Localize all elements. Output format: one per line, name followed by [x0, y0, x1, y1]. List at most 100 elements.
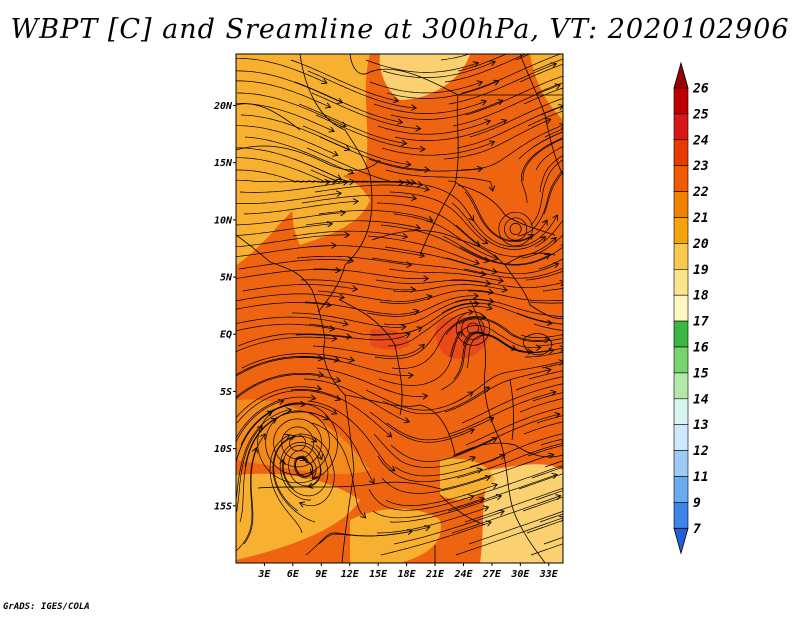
cyclonic-swirl-southwest-ring [257, 402, 338, 484]
streamline-127 [295, 334, 409, 341]
streamline-49 [443, 120, 550, 160]
streamline-22 [298, 103, 406, 144]
streamline-215 [539, 513, 563, 523]
streamline-28 [390, 101, 502, 120]
wbpt-hot-core [435, 316, 490, 359]
streamline-108 [392, 284, 506, 292]
streamline-65 [539, 155, 563, 193]
swirl-northeast-ring [509, 223, 522, 235]
streamline-63 [389, 191, 487, 243]
lat-tick-label: 5N [220, 273, 233, 284]
convergence-east-equator-ring [461, 316, 485, 341]
streamline-179 [465, 406, 563, 446]
chad-sudan-border [419, 94, 459, 256]
wbpt-pale-north [379, 54, 470, 100]
streamline-8 [382, 62, 494, 78]
colorbar-segment [673, 139, 689, 167]
colorbar-label: 20 [692, 237, 709, 252]
streamline-33 [377, 121, 489, 135]
streamline-174 [448, 392, 555, 435]
streamline-18 [386, 81, 498, 99]
streamline-95 [521, 234, 563, 259]
streamline-212 [272, 436, 316, 523]
lake-victoria-outline [522, 333, 553, 356]
streamline-2 [290, 59, 397, 101]
longitude-axis: 3E 6E 9E 12E 15E 18E 21E 24E 27E 30E 33E [257, 563, 559, 580]
streamline-164 [444, 370, 550, 413]
streamline-111 [236, 293, 343, 302]
colorbar-label: 17 [693, 315, 709, 330]
streamline-213 [389, 496, 500, 523]
colorbar-segment [673, 268, 689, 296]
wbpt-pale-southeast [480, 464, 563, 563]
streamline-55 [535, 146, 563, 171]
colorbar-segment [673, 217, 689, 244]
streamline-130 [520, 334, 563, 338]
streamline-82 [292, 230, 406, 237]
mali-border [236, 103, 301, 131]
streamline-134 [462, 331, 563, 353]
streamline-96 [238, 260, 352, 270]
colorbar-label: 23 [692, 159, 709, 174]
streamline-94 [446, 257, 558, 275]
colorbar-label: 21 [692, 211, 709, 226]
convergence-east-equator-ring [467, 322, 479, 335]
streamline-84 [442, 235, 549, 265]
streamline-46 [236, 157, 329, 182]
streamline-23 [373, 101, 485, 114]
streamline-42 [306, 147, 414, 183]
colorbar-segment [673, 87, 689, 115]
streamline-181 [236, 397, 315, 439]
streamline-100 [538, 258, 563, 270]
cyclonic-swirl-southwest-ring [273, 418, 322, 468]
streamline-123 [383, 300, 493, 326]
streamline-223 [393, 512, 503, 545]
streamline-6 [236, 70, 342, 102]
streamline-228 [380, 522, 490, 556]
lat-tick-label: 10S [214, 444, 232, 455]
streamline-4 [440, 54, 471, 61]
streamline-88 [384, 246, 496, 272]
colorbar-label: 15 [693, 366, 709, 381]
streamline-97 [314, 268, 427, 279]
streamline-150 [528, 370, 563, 380]
streamline-15 [519, 63, 563, 83]
streamline-80 [530, 159, 563, 226]
streamline-83 [367, 235, 478, 263]
streamline-78 [380, 224, 488, 261]
streamline-12 [294, 81, 401, 122]
streamline-204 [460, 465, 563, 501]
streamline-105 [525, 270, 563, 281]
streamline-169 [461, 383, 563, 424]
streamline-34 [452, 85, 559, 127]
lon-tick-label: 33E [539, 569, 559, 580]
streamline-62 [314, 184, 428, 193]
colorbar-segment [673, 372, 689, 400]
angola-namibia-border [257, 481, 446, 491]
streamline-229 [455, 518, 563, 556]
streamline-61 [239, 182, 353, 193]
streamline-195 [531, 466, 563, 479]
streamline-183 [377, 455, 481, 483]
lat-tick-label: 15N [214, 158, 233, 169]
streamline-112 [304, 301, 418, 314]
streamline-71 [243, 201, 357, 215]
streamline-7 [307, 70, 415, 108]
colorbar-segment [673, 294, 689, 322]
streamline-120 [516, 312, 563, 325]
chart-title: WBPT [C] and Sreamline at 300hPa, VT: 20… [10, 14, 790, 45]
streamline-171 [236, 387, 320, 419]
streamline-44 [456, 106, 563, 149]
streamline-227 [305, 531, 411, 556]
streamline-115 [529, 301, 563, 304]
swirl-northeast-ring [504, 217, 528, 241]
streamline-17 [311, 92, 420, 129]
streamline-185 [527, 445, 563, 457]
lon-tick-label: 18E [398, 569, 417, 580]
wbpt-light-northwest [236, 148, 300, 260]
streamline-117 [292, 312, 405, 327]
streamline-143 [391, 317, 484, 369]
streamline-29 [465, 75, 563, 116]
lon-tick-label: 6E [287, 569, 300, 580]
